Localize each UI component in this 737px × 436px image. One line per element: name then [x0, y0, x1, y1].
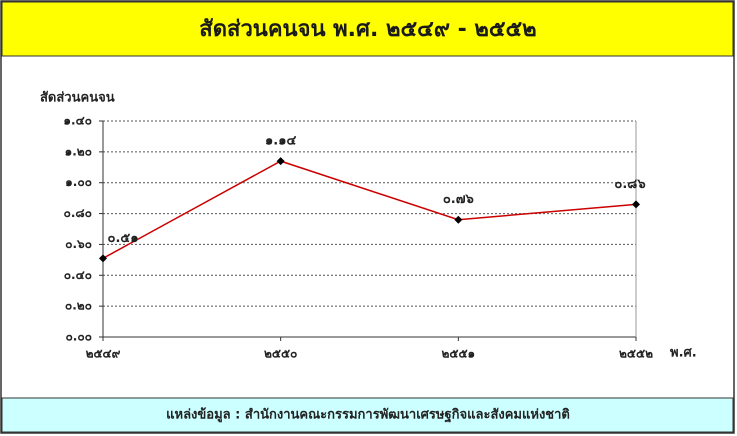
marker [632, 200, 640, 209]
x-axis-label: พ.ศ. [670, 346, 697, 361]
x-tick-label: ๒๕๕๐ [264, 347, 297, 361]
y-axis-label: สัดส่วนคนจน [40, 91, 115, 106]
y-tick-label: ๐.๔๐ [64, 268, 92, 282]
x-tick-label: ๒๕๔๙ [86, 347, 121, 361]
data-label: ๐.๕๑ [108, 231, 139, 246]
data-label: ๐.๘๖ [614, 177, 645, 192]
y-tick-label: ๑.๐๐ [65, 175, 92, 189]
marker [454, 215, 463, 224]
marker [99, 254, 107, 263]
source-band [1, 397, 734, 433]
y-tick-label: ๐.๖๐ [65, 237, 92, 251]
chart-title: สัดส่วนคนจน พ.ศ. ๒๕๔๙ - ๒๕๕๒ [199, 17, 536, 42]
y-tick-label: ๑.๒๐ [65, 144, 92, 158]
title-band [1, 1, 734, 57]
y-tick-label: ๐.๘๐ [64, 206, 92, 220]
data-label: ๐.๗๖ [443, 192, 474, 207]
y-tick-label: ๐.๒๐ [65, 299, 92, 313]
data-label: ๑.๑๔ [265, 134, 296, 149]
x-tick-label: ๒๕๕๒ [619, 347, 653, 361]
x-tick-label: ๒๕๕๑ [441, 347, 475, 361]
line [102, 160, 637, 259]
y-tick-label: ๐.๐๐ [65, 330, 92, 344]
marker [276, 157, 285, 166]
source: แหล่งข้อมูล : สำนักงานคณะกรรมการพัฒนาเศร… [166, 407, 570, 424]
y-tick-label: ๑.๔๐ [63, 114, 92, 128]
